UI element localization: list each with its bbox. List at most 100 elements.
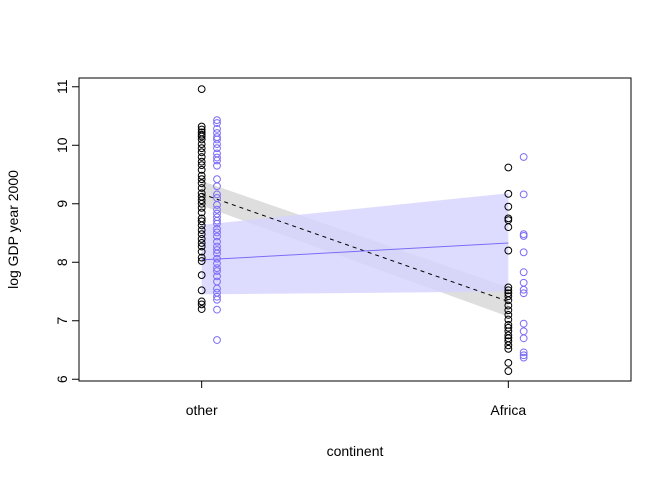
data-point (504, 323, 513, 332)
data-point (197, 247, 206, 256)
data-point (504, 306, 513, 315)
data-point (504, 344, 513, 353)
data-point (504, 337, 513, 346)
data-point (213, 219, 221, 228)
data-point (519, 289, 528, 298)
data-point (504, 301, 513, 310)
y-tick-label: 7 (54, 317, 70, 325)
fit-line-a (201, 193, 509, 302)
data-point (197, 230, 206, 239)
data-point (504, 311, 513, 319)
data-point (213, 295, 221, 304)
data-point (197, 196, 206, 205)
data-point (213, 336, 221, 344)
data-point (197, 135, 206, 144)
fit-lines (201, 193, 509, 302)
data-point (213, 216, 221, 225)
data-point (213, 190, 221, 199)
data-point (519, 232, 528, 240)
data-point (197, 253, 206, 262)
data-point (197, 179, 206, 188)
data-point (504, 315, 513, 324)
y-tick-label: 8 (54, 258, 70, 266)
data-point (213, 161, 221, 170)
y-tick-label: 9 (54, 200, 70, 208)
data-point (504, 163, 513, 172)
data-point (504, 358, 513, 367)
y-tick-label: 10 (54, 137, 70, 153)
data-point (504, 283, 513, 292)
data-point (519, 190, 528, 199)
data-point (213, 305, 221, 314)
data-point (213, 254, 221, 263)
data-point (213, 246, 221, 254)
data-point (197, 217, 206, 226)
x-tick-label: Africa (490, 402, 526, 418)
data-point (504, 223, 513, 232)
data-point (197, 286, 206, 295)
data-point (519, 351, 528, 360)
data-point (213, 237, 221, 246)
data-point (197, 184, 206, 192)
confidence-band-b (201, 193, 509, 295)
data-point (213, 267, 221, 275)
data-point (504, 286, 513, 295)
data-point (197, 221, 206, 230)
data-point (519, 153, 528, 161)
data-point (197, 132, 206, 141)
confidence-bands (201, 180, 509, 317)
data-point (504, 202, 513, 211)
data-point (197, 271, 206, 280)
y-tick-label: 6 (54, 375, 70, 383)
data-point (197, 305, 206, 313)
data-point (197, 226, 206, 234)
x-axis-label: continent (327, 443, 384, 459)
data-point (213, 144, 221, 153)
data-point (213, 232, 221, 241)
data-point (213, 156, 221, 165)
data-point (213, 249, 221, 258)
data-point (519, 319, 528, 328)
data-point (197, 234, 206, 243)
data-point (197, 208, 206, 217)
data-point (197, 148, 206, 157)
data-point (197, 165, 206, 174)
x-axis: other Africa (186, 380, 526, 418)
data-point (197, 140, 206, 148)
data-point (504, 296, 513, 305)
data-point (504, 331, 513, 340)
data-point (213, 284, 221, 293)
data-point (519, 248, 528, 257)
data-point (504, 189, 513, 198)
data-point (197, 171, 206, 180)
data-point (213, 119, 221, 127)
data-point (213, 153, 221, 162)
data-point (213, 175, 221, 184)
data-point (197, 153, 206, 161)
x-tick-label: other (186, 402, 218, 418)
data-point (519, 268, 528, 277)
data-point (213, 228, 221, 237)
data-point (213, 182, 221, 191)
data-point (197, 161, 206, 170)
data-point (504, 292, 513, 301)
data-point (213, 292, 221, 301)
data-point (504, 246, 513, 255)
data-point (213, 272, 221, 281)
data-point (213, 140, 221, 148)
data-point (197, 203, 206, 212)
y-tick-label: 11 (54, 79, 70, 94)
data-point (197, 85, 206, 94)
data-point (197, 239, 206, 247)
data-point (519, 353, 528, 362)
data-point (197, 297, 206, 306)
data-point (197, 122, 206, 131)
data-point (519, 278, 528, 287)
data-point (519, 327, 528, 336)
data-points (197, 85, 528, 375)
data-point (197, 242, 206, 251)
data-point (213, 116, 221, 125)
data-point (519, 334, 528, 343)
fit-line-b (201, 242, 509, 261)
